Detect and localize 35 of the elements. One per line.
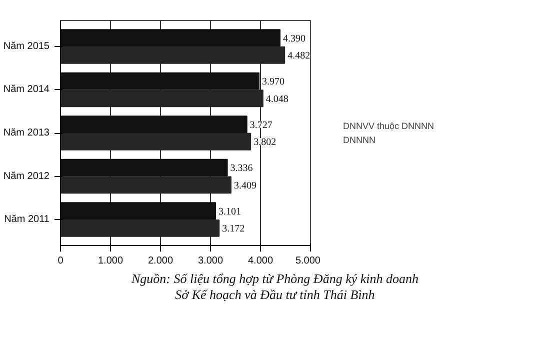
bar <box>60 132 252 150</box>
bar <box>60 158 228 176</box>
y-tick-label: Năm 2013 <box>3 128 50 138</box>
x-tick-label: 2.000 <box>148 256 174 266</box>
bar <box>60 72 260 90</box>
y-tick-label: Năm 2012 <box>3 170 50 182</box>
y-tick-label: Năm 2015 <box>3 40 50 52</box>
data-label: 4.048 <box>266 94 288 105</box>
text: DNNVV thuộc DNNNN <box>343 120 434 130</box>
data-label: 3.172 <box>222 224 245 235</box>
bar <box>60 219 220 237</box>
text: Nguồn: Số liệu tổng hợp từ Phòng Đăng ký kinh doanh <box>132 271 418 286</box>
bar <box>60 176 232 194</box>
bar <box>60 116 248 134</box>
y-tick-label: Năm 2014 <box>3 84 50 96</box>
y-tick-label: Năm 2011 <box>4 214 50 226</box>
x-tick-label: 5.000 <box>295 256 321 266</box>
bar <box>60 90 264 108</box>
bar <box>60 46 286 64</box>
data-label: 3.970 <box>262 76 284 88</box>
x-tick-label: 3.000 <box>198 256 224 266</box>
text: DNNNN <box>343 134 376 144</box>
x-tick-label: 0 <box>58 256 64 266</box>
data-label: 3.802 <box>254 137 276 148</box>
bar <box>60 202 216 220</box>
data-label: 3.727 <box>250 120 272 131</box>
text: Sở Kế hoạch và Đầu tư tỉnh Thái Bình <box>175 286 375 302</box>
x-tick-label: 1.000 <box>98 256 124 266</box>
data-label: 3.101 <box>218 206 242 218</box>
x-tick-label: 4.000 <box>248 256 274 266</box>
data-label: 4.390 <box>283 33 306 44</box>
data-label: 3.409 <box>234 180 256 192</box>
data-label: 4.482 <box>288 50 310 62</box>
bar <box>60 29 280 47</box>
data-label: 3.336 <box>230 163 253 174</box>
